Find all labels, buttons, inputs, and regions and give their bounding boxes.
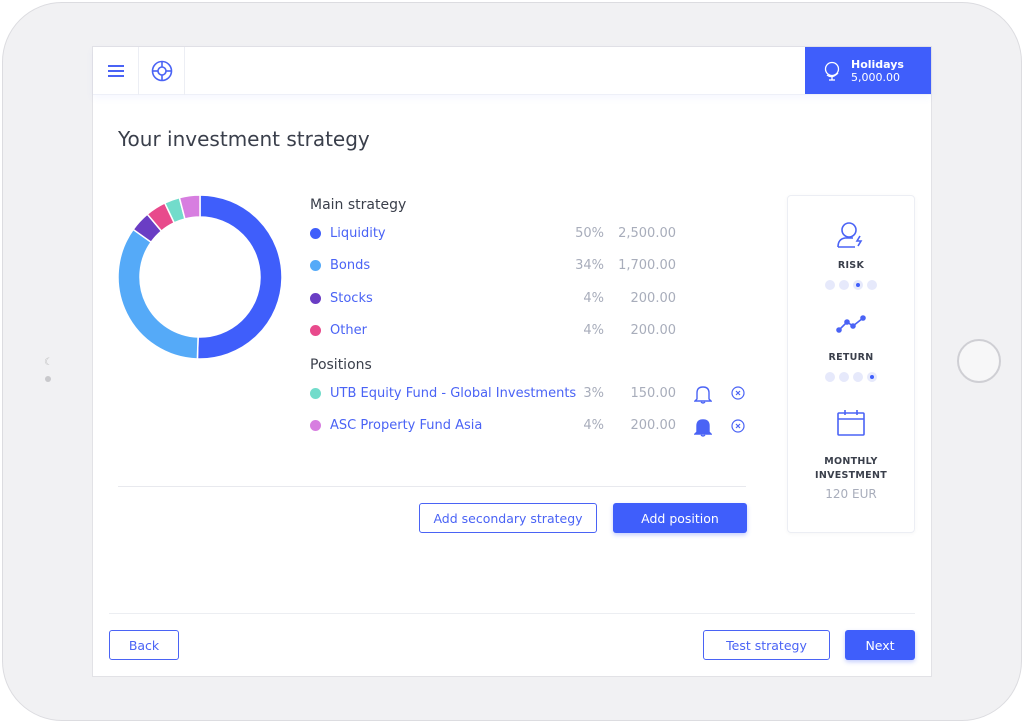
top-bar: Holidays 5,000.00 — [93, 47, 931, 95]
lifebuoy-icon — [151, 60, 172, 82]
item-name[interactable]: ASC Property Fund Asia — [330, 418, 483, 434]
item-percent: 3% — [583, 385, 604, 401]
help-button[interactable] — [139, 47, 185, 95]
remove-icon[interactable] — [731, 418, 745, 433]
goal-amount: 5,000.00 — [851, 70, 900, 84]
moon-icon: ☾ — [44, 357, 53, 368]
allocation-donut-chart — [118, 195, 282, 359]
item-percent: 4% — [583, 323, 604, 339]
camera-dot — [45, 376, 51, 382]
risk-dot — [825, 280, 835, 290]
return-dot — [867, 372, 877, 382]
risk-label: RISK — [837, 260, 865, 271]
item-amount: 1,700.00 — [618, 258, 676, 274]
home-button[interactable] — [957, 339, 1001, 383]
return-label: RETURN — [828, 352, 874, 363]
position-row[interactable]: UTB Equity Fund - Global Investments 3% … — [310, 377, 750, 410]
item-amount: 200.00 — [630, 290, 677, 306]
globe-icon — [824, 61, 840, 81]
donut-slice-bonds — [118, 228, 199, 359]
strategy-summary-panel: RISK RETURN MONTHLY INVESTMENT 120 EUR — [787, 195, 915, 533]
return-level-indicator — [788, 372, 914, 382]
donut-slice-asc-property-fund-asia — [178, 195, 201, 220]
item-percent: 34% — [575, 258, 604, 274]
strategy-row[interactable]: Stocks 4% 200.00 — [310, 282, 750, 315]
item-amount: 150.00 — [630, 385, 677, 401]
risk-dot — [867, 280, 877, 290]
screen: Holidays 5,000.00 Your investment strate… — [92, 46, 932, 677]
back-button[interactable]: Back — [109, 630, 179, 660]
strategy-list: Main strategy Liquidity 50% 2,500.00 Bon… — [310, 197, 750, 442]
donut-slice-liquidity — [196, 195, 282, 359]
return-dot — [825, 372, 835, 382]
color-dot — [310, 420, 321, 432]
color-dot — [310, 260, 321, 272]
color-dot — [310, 292, 321, 304]
goal-name: Holidays — [851, 57, 904, 71]
color-dot — [310, 227, 321, 239]
item-percent: 50% — [575, 225, 604, 241]
next-button[interactable]: Next — [845, 630, 915, 660]
test-strategy-button[interactable]: Test strategy — [703, 630, 830, 660]
divider — [118, 486, 746, 487]
add-secondary-strategy-button[interactable]: Add secondary strategy — [419, 503, 597, 533]
menu-button[interactable] — [93, 47, 139, 95]
item-amount: 200.00 — [630, 418, 677, 434]
position-row[interactable]: ASC Property Fund Asia 4% 200.00 — [310, 410, 750, 443]
footer-divider — [109, 613, 915, 614]
strategy-row[interactable]: Other 4% 200.00 — [310, 315, 750, 348]
monthly-label: MONTHLY — [824, 456, 878, 467]
remove-icon[interactable] — [731, 386, 745, 400]
color-dot — [310, 387, 321, 399]
risk-user-icon — [837, 222, 863, 248]
risk-dot — [839, 280, 849, 290]
return-dot — [853, 372, 863, 382]
bell-filled-icon[interactable] — [694, 417, 712, 437]
bell-icon[interactable] — [694, 384, 712, 404]
hamburger-icon — [107, 65, 124, 77]
trend-line-icon — [836, 315, 866, 333]
risk-dot — [853, 280, 863, 290]
item-amount: 200.00 — [630, 323, 677, 339]
item-name[interactable]: Other — [330, 323, 367, 339]
main-strategy-title: Main strategy — [310, 197, 407, 213]
add-position-button[interactable]: Add position — [613, 503, 747, 533]
investment-label: INVESTMENT — [814, 470, 888, 481]
item-name[interactable]: Bonds — [330, 258, 371, 274]
item-percent: 4% — [583, 290, 604, 306]
strategy-row[interactable]: Liquidity 50% 2,500.00 — [310, 217, 750, 250]
return-dot — [839, 372, 849, 382]
calendar-icon — [837, 410, 865, 436]
strategy-row[interactable]: Bonds 34% 1,700.00 — [310, 250, 750, 283]
risk-level-indicator — [788, 280, 914, 290]
color-dot — [310, 325, 321, 337]
page-title: Your investment strategy — [118, 127, 370, 151]
positions-title: Positions — [310, 357, 372, 373]
goal-badge[interactable]: Holidays 5,000.00 — [805, 47, 931, 94]
item-name[interactable]: Liquidity — [330, 225, 386, 241]
item-name[interactable]: Stocks — [330, 290, 373, 306]
item-amount: 2,500.00 — [618, 225, 676, 241]
item-name[interactable]: UTB Equity Fund - Global Investments — [330, 385, 577, 401]
monthly-investment-value: 120 EUR — [825, 487, 877, 501]
item-percent: 4% — [583, 418, 604, 434]
